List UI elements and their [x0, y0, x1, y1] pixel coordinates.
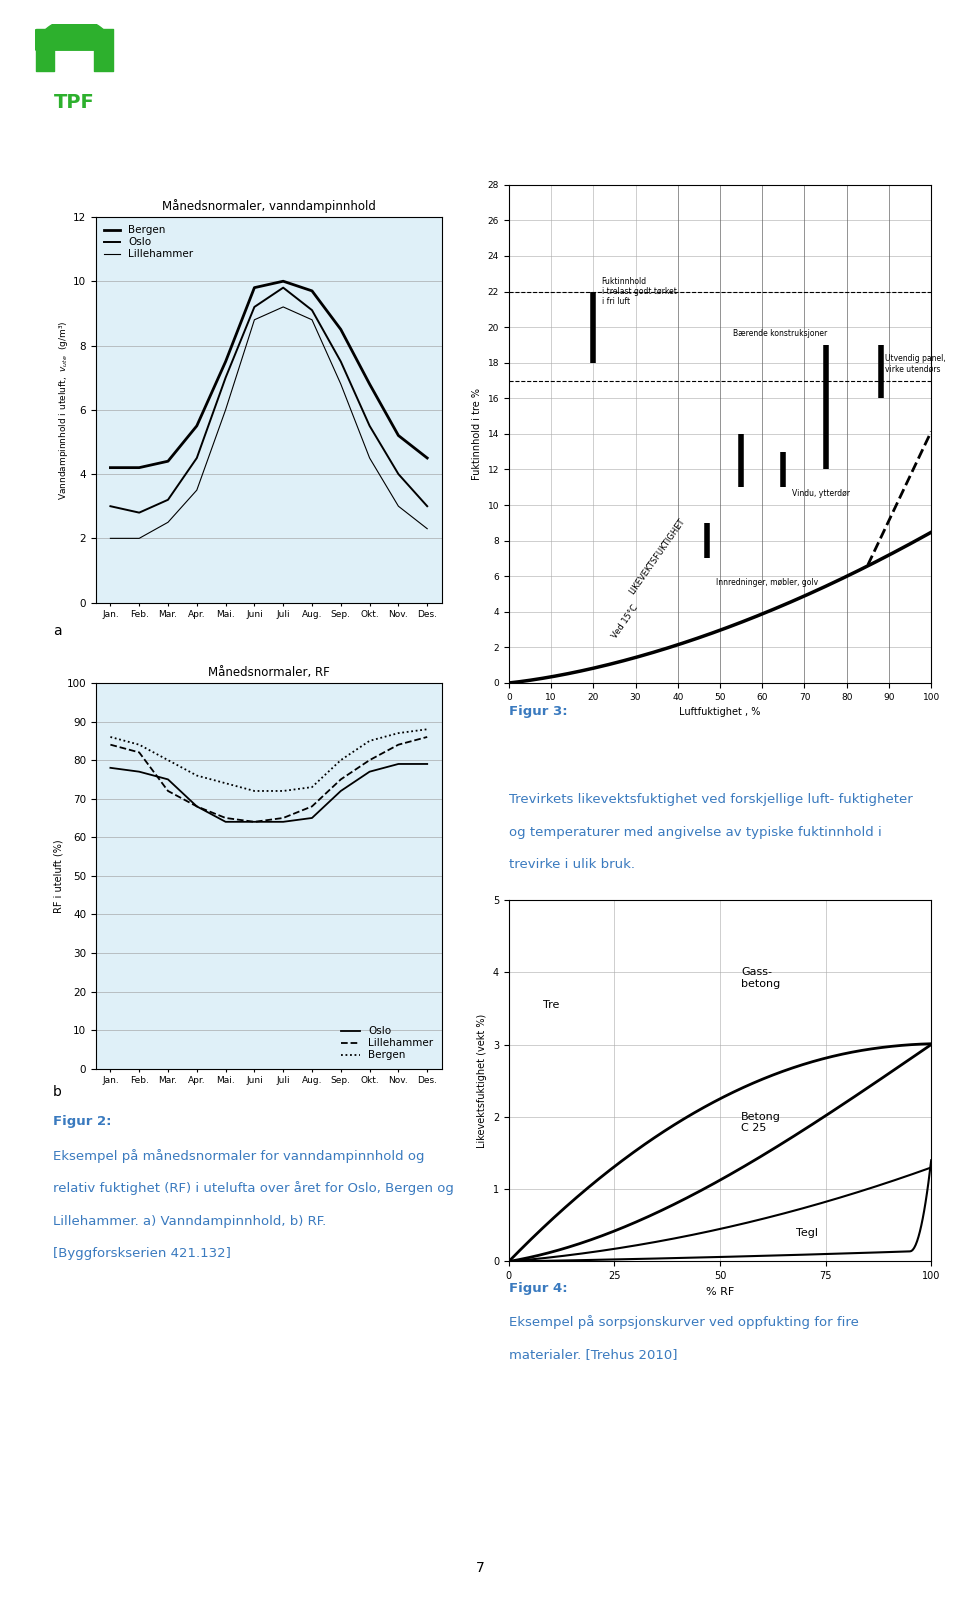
Text: 7: 7 [475, 1560, 485, 1575]
Text: [Byggforskserien 421.132]: [Byggforskserien 421.132] [53, 1247, 230, 1260]
Text: Eksempel på sorpsjonskurver ved oppfukting for fire: Eksempel på sorpsjonskurver ved oppfukti… [509, 1315, 858, 1329]
Text: a: a [53, 624, 61, 638]
Text: Innredninger, møbler, golv: Innredninger, møbler, golv [716, 579, 818, 587]
X-axis label: % RF: % RF [706, 1287, 734, 1297]
Text: Fuktinnhold
i trelast godt tørket
i fri luft: Fuktinnhold i trelast godt tørket i fri … [602, 276, 677, 307]
Text: TPF: TPF [54, 93, 95, 112]
Text: trevirke i ulik bruk.: trevirke i ulik bruk. [509, 858, 635, 871]
Polygon shape [36, 19, 112, 50]
Title: Månedsnormaler, RF: Månedsnormaler, RF [208, 665, 329, 680]
Text: Figur 3:: Figur 3: [509, 705, 567, 718]
Text: b: b [53, 1085, 61, 1099]
Text: LIKEVEKTSFUKTIGHET: LIKEVEKTSFUKTIGHET [627, 517, 686, 596]
Text: materialer. [Trehus 2010]: materialer. [Trehus 2010] [509, 1348, 678, 1361]
Text: Vindu, ytterdør: Vindu, ytterdør [792, 489, 850, 498]
Text: relativ fuktighet (RF) i utelufta over året for Oslo, Bergen og: relativ fuktighet (RF) i utelufta over å… [53, 1181, 454, 1196]
Y-axis label: Vanndampinnhold i uteluft,  $v_{ute}$  (g/m³): Vanndampinnhold i uteluft, $v_{ute}$ (g/… [58, 320, 70, 500]
Legend: Bergen, Oslo, Lillehammer: Bergen, Oslo, Lillehammer [101, 222, 197, 262]
Text: Tre: Tre [542, 1001, 559, 1011]
X-axis label: Luftfuktighet , %: Luftfuktighet , % [680, 707, 760, 717]
Legend: Oslo, Lillehammer, Bergen: Oslo, Lillehammer, Bergen [338, 1024, 437, 1064]
Text: Bærende konstruksjoner: Bærende konstruksjoner [732, 329, 827, 337]
Text: Ved 15°C: Ved 15°C [611, 604, 640, 641]
Text: Lillehammer. a) Vanndampinnhold, b) RF.: Lillehammer. a) Vanndampinnhold, b) RF. [53, 1215, 326, 1228]
Y-axis label: Likevektsfuktighet (vekt %): Likevektsfuktighet (vekt %) [477, 1014, 488, 1147]
Text: Utvendig panel,
virke utendørs: Utvendig panel, virke utendørs [885, 354, 946, 373]
Y-axis label: Fuktinnhold i tre %: Fuktinnhold i tre % [472, 387, 482, 480]
Text: og temperaturer med angivelse av typiske fuktinnhold i: og temperaturer med angivelse av typiske… [509, 826, 881, 839]
Text: Trevirkets likevektsfuktighet ved forskjellige luft- fuktigheter: Trevirkets likevektsfuktighet ved forskj… [509, 794, 913, 807]
Text: Betong
C 25: Betong C 25 [741, 1112, 781, 1133]
Text: Eksempel på månedsnormaler for vanndampinnhold og: Eksempel på månedsnormaler for vanndampi… [53, 1149, 424, 1163]
Text: Tegl: Tegl [796, 1228, 818, 1237]
Text: Figur 4:: Figur 4: [509, 1282, 567, 1295]
Text: Figur 2:: Figur 2: [53, 1115, 111, 1128]
Title: Månedsnormaler, vanndampinnhold: Månedsnormaler, vanndampinnhold [162, 199, 375, 214]
Text: Gass-
betong: Gass- betong [741, 967, 780, 988]
Y-axis label: RF i uteluft (%): RF i uteluft (%) [54, 839, 64, 913]
